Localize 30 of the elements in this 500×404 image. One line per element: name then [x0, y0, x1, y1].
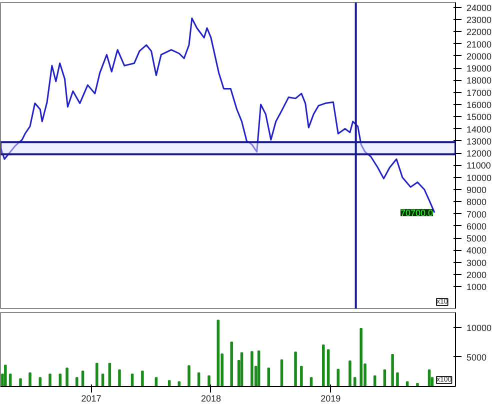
y-tick-label: 5000: [466, 234, 487, 244]
y-tick-label: 24000: [466, 2, 492, 13]
y-tick-label: 16000: [466, 100, 492, 110]
y-tick-label: 20000: [466, 51, 492, 62]
y-tick-label: 6000: [466, 221, 487, 232]
y-tick-label: 4000: [466, 246, 487, 256]
x-tick-label: 2019: [320, 394, 341, 404]
annotation: 70700.0: [400, 208, 434, 218]
y-tick-label: 7000: [466, 209, 487, 220]
y-tick-label: 10000: [466, 322, 492, 333]
y-tick-label: 3000: [466, 258, 487, 268]
y-tick-label: 15000: [466, 112, 492, 122]
y-tick-label: 10000: [466, 172, 492, 183]
y-tick-label: 18000: [466, 76, 492, 86]
y-tick-label: 23000: [466, 15, 492, 25]
y-tick-label: 17000: [466, 88, 492, 98]
y-tick-label: 2000: [466, 270, 487, 280]
y-tick-label: 1000: [466, 282, 487, 292]
y-tick-label: 13000: [466, 136, 492, 146]
y-tick-label: 12000: [466, 148, 492, 159]
y-tick-label: 19000: [466, 64, 492, 74]
y-tick-label: 8000: [466, 197, 487, 208]
y-tick-label: 22000: [466, 27, 492, 38]
x-tick-label: 2017: [81, 394, 102, 404]
y-tick-label: 11000: [466, 160, 491, 171]
y-tick-label: 9000: [466, 185, 487, 195]
y-tick-label: 14000: [466, 124, 492, 134]
x-tick-label: 2018: [200, 394, 221, 404]
y-tick-label: 5000: [466, 352, 487, 362]
y-tick-label: 21000: [466, 39, 492, 50]
